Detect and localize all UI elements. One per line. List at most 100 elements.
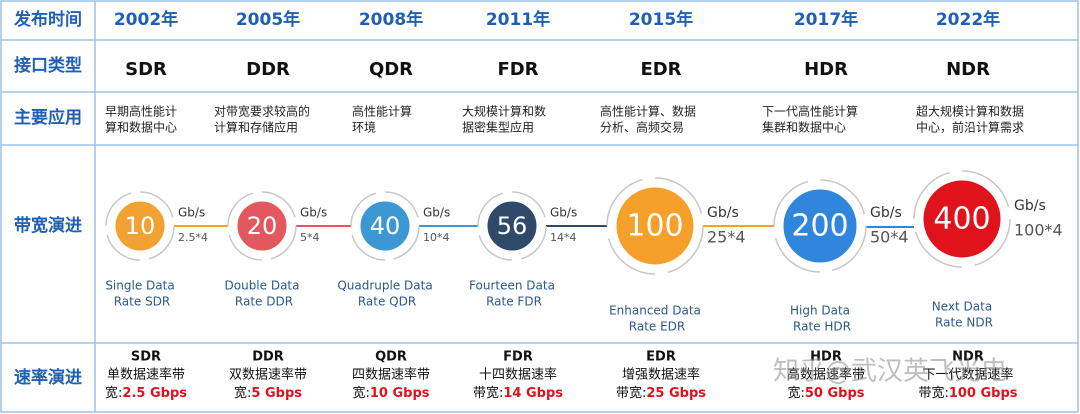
bandwidth-circle [234, 198, 290, 254]
row-label: 主要应用 [14, 107, 82, 128]
application: 下一代高性能计算 [762, 104, 858, 119]
year: 2011年 [486, 9, 550, 30]
rate-name: Double Data [225, 279, 300, 293]
application: 算和数据中心 [105, 120, 177, 135]
interface-type: EDR [640, 59, 681, 80]
ring [606, 177, 704, 275]
row-label: 接口类型 [14, 55, 82, 76]
rate-speed-line: 宽:50 Gbps [787, 385, 864, 401]
year: 2008年 [359, 9, 423, 30]
rate-name: Rate SDR [114, 295, 171, 309]
lanes: 100*4 [1014, 221, 1063, 240]
rate-type: HDR [810, 350, 842, 365]
ring [477, 191, 547, 261]
ring [227, 191, 297, 261]
lanes: 5*4 [300, 231, 320, 244]
rate-desc: 增强数据速率 [622, 367, 700, 383]
application: 计算和存储应用 [214, 120, 298, 135]
rate-type: QDR [375, 350, 407, 365]
application: 大规模计算和数 [462, 104, 546, 119]
rate-type: EDR [646, 350, 676, 365]
row-label: 速率演进 [14, 367, 82, 388]
bandwidth-value: 400 [933, 202, 990, 237]
rate-desc: 单数据速率带 [107, 367, 185, 383]
rate-prefix: 宽: [352, 385, 369, 401]
bandwidth-value: 40 [370, 212, 401, 240]
rate-type: FDR [503, 350, 533, 365]
lanes: 10*4 [423, 231, 450, 244]
application: 集群和数据中心 [762, 120, 846, 135]
application: 环境 [352, 120, 376, 135]
year: 2022年 [936, 9, 1000, 30]
bandwidth-value: 10 [125, 212, 156, 240]
rate-speed: 25 Gbps [646, 386, 706, 401]
year: 2017年 [794, 9, 858, 30]
bandwidth-value: 100 [626, 209, 683, 244]
rate-desc: 十四数据速率 [479, 367, 557, 383]
application: 中心，前沿计算需求 [916, 120, 1024, 135]
lanes: 25*4 [707, 228, 746, 247]
rate-prefix: 宽: [234, 385, 251, 401]
rate-type: SDR [131, 350, 161, 365]
year: 2002年 [114, 9, 178, 30]
row-label: 带宽演进 [14, 215, 82, 236]
interface-type: SDR [125, 59, 167, 80]
rate-name: Rate DDR [235, 295, 293, 309]
bandwidth-value: 56 [497, 212, 528, 240]
rate-desc: 双数据速率带 [229, 367, 307, 383]
bandwidth-unit: Gb/s [423, 206, 450, 220]
ring [105, 191, 175, 261]
rate-name: Rate NDR [935, 316, 993, 330]
rate-name: Fourteen Data [469, 279, 555, 293]
bandwidth-circle [920, 177, 1004, 261]
ring [913, 170, 1011, 268]
rate-speed: 14 Gbps [503, 386, 563, 401]
rate-speed: 10 Gbps [370, 386, 430, 401]
rate-speed-line: 带宽:25 Gbps [616, 385, 706, 401]
rate-name: Rate FDR [486, 295, 542, 309]
ring [773, 179, 867, 273]
rate-speed: 2.5 Gbps [122, 386, 187, 401]
bandwidth-circle [613, 184, 697, 268]
rate-prefix: 带宽: [918, 385, 948, 401]
application: 高性能计算、数据 [600, 104, 696, 119]
bandwidth-value: 200 [791, 209, 848, 244]
rate-type: DDR [252, 350, 284, 365]
bandwidth-circle [484, 198, 540, 254]
bandwidth-unit: Gb/s [1014, 198, 1046, 214]
rate-name: Rate EDR [629, 320, 686, 334]
application: 超大规模计算和数据 [916, 104, 1024, 119]
rate-type: NDR [952, 350, 984, 365]
year: 2015年 [629, 9, 693, 30]
rate-prefix: 宽: [105, 385, 122, 401]
rate-desc: 下一代数据速率 [922, 367, 1013, 383]
bandwidth-unit: Gb/s [550, 206, 577, 220]
rate-name: Quadruple Data [337, 279, 432, 293]
bandwidth-circle [112, 198, 168, 254]
lanes: 2.5*4 [178, 231, 208, 244]
rate-name: Next Data [932, 300, 992, 314]
interface-type: DDR [246, 59, 290, 80]
bandwidth-circle [357, 198, 413, 254]
rate-speed: 50 Gbps [805, 386, 865, 401]
rate-speed-line: 宽:2.5 Gbps [105, 385, 187, 401]
rate-speed: 5 Gbps [251, 386, 302, 401]
application: 据密集型应用 [462, 120, 534, 135]
rate-prefix: 带宽: [473, 385, 503, 401]
application: 对带宽要求较高的 [214, 104, 310, 119]
lanes: 50*4 [870, 228, 909, 247]
interface-type: HDR [804, 59, 848, 80]
rate-speed-line: 带宽:14 Gbps [473, 385, 563, 401]
bandwidth-unit: Gb/s [178, 206, 205, 220]
rate-desc: 四数据速率带 [352, 367, 430, 383]
bandwidth-value: 20 [247, 212, 278, 240]
year: 2005年 [236, 9, 300, 30]
rate-name: Enhanced Data [609, 304, 701, 318]
application: 分析、高频交易 [600, 120, 684, 135]
rate-speed-line: 宽:10 Gbps [352, 385, 429, 401]
interface-type: FDR [497, 59, 538, 80]
rate-name: Rate HDR [793, 320, 851, 334]
rate-speed-line: 带宽:100 Gbps [918, 385, 1017, 401]
